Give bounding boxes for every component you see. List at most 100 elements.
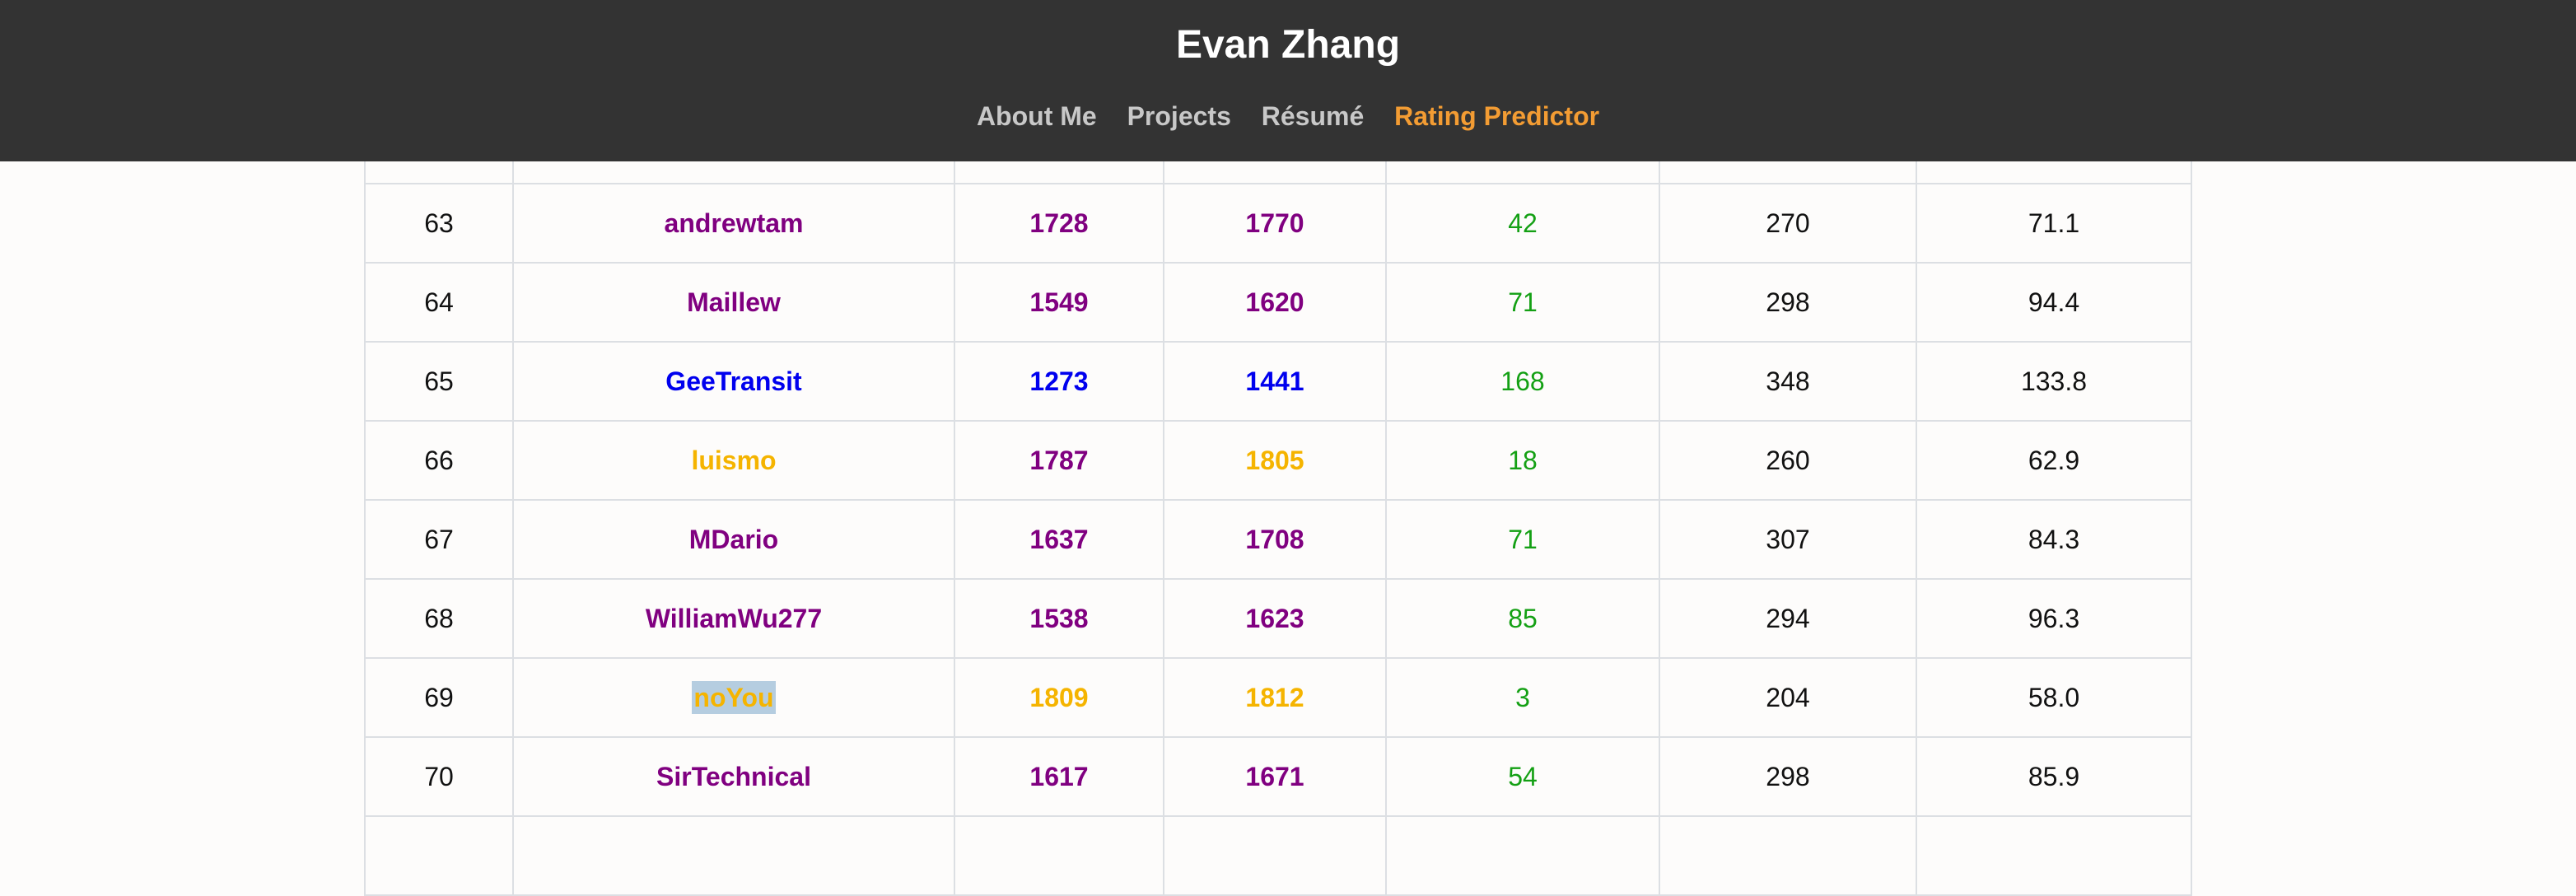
rank-cell: 63 <box>364 183 514 264</box>
new-rating-value: 1441 <box>1245 366 1304 396</box>
col6-cell: 307 <box>1659 499 1917 580</box>
site-title[interactable]: Evan Zhang <box>1175 23 1401 67</box>
table-row: 69 noYou 1809 1812 3 204 58.0 <box>364 657 2192 738</box>
col7-value: 133.8 <box>2020 366 2088 396</box>
delta-value: 71 <box>1508 524 1538 554</box>
rank-cell: 69 <box>364 657 514 738</box>
handle-cell: noYou <box>512 657 955 738</box>
table-row: 70 SirTechnical 1617 1671 54 298 85.9 <box>364 736 2192 817</box>
rank-value: 70 <box>424 761 454 791</box>
old-rating-value: 1728 <box>1029 208 1089 238</box>
col7-cell: 84.3 <box>1916 499 2192 580</box>
old-rating-value: 1549 <box>1029 287 1089 317</box>
new-rating-value: 1620 <box>1245 287 1304 317</box>
rank-value: 63 <box>424 208 454 238</box>
handle-link[interactable]: SirTechnical <box>656 761 811 791</box>
col6-cell: 270 <box>1659 183 1917 264</box>
col7-cell: 133.8 <box>1916 341 2192 422</box>
old-rating-cell: 1728 <box>954 183 1164 264</box>
delta-cell: 85 <box>1385 578 1660 659</box>
col7-cell: 62.9 <box>1916 420 2192 501</box>
table-row <box>364 815 2192 896</box>
handle-link[interactable]: WilliamWu277 <box>645 603 823 633</box>
delta-value: 71 <box>1508 287 1538 317</box>
table-row: 66 luismo 1787 1805 18 260 62.9 <box>364 420 2192 501</box>
rank-cell: 68 <box>364 578 514 659</box>
old-rating-value: 1617 <box>1029 761 1089 791</box>
rank-cell: 67 <box>364 499 514 580</box>
old-rating-value: 1809 <box>1029 682 1089 712</box>
new-rating-cell: 1708 <box>1163 499 1387 580</box>
delta-cell: 3 <box>1385 657 1660 738</box>
old-rating-cell: 1809 <box>954 657 1164 738</box>
new-rating-cell: 1671 <box>1163 736 1387 817</box>
old-rating-value: 1637 <box>1029 524 1089 554</box>
nav-projects[interactable]: Projects <box>1127 101 1231 131</box>
rank-cell: 70 <box>364 736 514 817</box>
handle-cell: andrewtam <box>512 183 955 264</box>
col7-value: 84.3 <box>2028 524 2080 554</box>
new-rating-value: 1623 <box>1245 603 1304 633</box>
col6-cell: 294 <box>1659 578 1917 659</box>
rank-value: 66 <box>424 445 454 475</box>
new-rating-cell: 1620 <box>1163 262 1387 343</box>
old-rating-cell: 1637 <box>954 499 1164 580</box>
delta-value: 3 <box>1515 682 1530 712</box>
new-rating-value: 1812 <box>1245 682 1304 712</box>
handle-cell: GeeTransit <box>512 341 955 422</box>
table-row: 65 GeeTransit 1273 1441 168 348 133.8 <box>364 341 2192 422</box>
delta-cell: 168 <box>1385 341 1660 422</box>
handle-link[interactable]: andrewtam <box>664 208 804 238</box>
delta-value: 168 <box>1500 366 1545 396</box>
col6-cell: 348 <box>1659 341 1917 422</box>
col6-value: 204 <box>1766 682 1810 712</box>
delta-cell: 71 <box>1385 262 1660 343</box>
col7-cell: 96.3 <box>1916 578 2192 659</box>
nav-resume[interactable]: Résumé <box>1261 101 1365 131</box>
new-rating-value: 1671 <box>1245 761 1304 791</box>
old-rating-cell: 1538 <box>954 578 1164 659</box>
col7-value: 58.0 <box>2028 682 2080 712</box>
col7-value: 94.4 <box>2028 287 2080 317</box>
rank-value: 64 <box>424 287 454 317</box>
handle-link[interactable]: MDario <box>688 524 779 554</box>
handle-link[interactable]: luismo <box>691 445 777 475</box>
rating-table-body: 63 andrewtam 1728 1770 42 270 71.1 64 Maillew 154… <box>364 104 2192 896</box>
new-rating-value: 1805 <box>1245 445 1304 475</box>
col7-cell: 94.4 <box>1916 262 2192 343</box>
rating-table-container: 63 andrewtam 1728 1770 42 270 71.1 64 Maillew 154… <box>364 104 2192 896</box>
new-rating-cell: 1441 <box>1163 341 1387 422</box>
col6-cell: 298 <box>1659 262 1917 343</box>
handle-link[interactable]: noYou <box>692 680 776 714</box>
delta-cell: 54 <box>1385 736 1660 817</box>
handle-cell: SirTechnical <box>512 736 955 817</box>
rank-value: 68 <box>424 603 454 633</box>
site-header: Evan Zhang About Me Projects Résumé Rati… <box>0 0 2576 161</box>
nav-rating-predictor[interactable]: Rating Predictor <box>1394 101 1600 131</box>
rank-value: 65 <box>424 366 454 396</box>
new-rating-value: 1770 <box>1245 208 1304 238</box>
col6-cell: 298 <box>1659 736 1917 817</box>
col7-value: 62.9 <box>2028 445 2080 475</box>
new-rating-cell: 1805 <box>1163 420 1387 501</box>
old-rating-value: 1787 <box>1029 445 1089 475</box>
col6-value: 294 <box>1766 603 1810 633</box>
delta-value: 42 <box>1508 208 1538 238</box>
table-row: 64 Maillew 1549 1620 71 298 94.4 <box>364 262 2192 343</box>
table-row: 67 MDario 1637 1708 71 307 84.3 <box>364 499 2192 580</box>
old-rating-cell: 1617 <box>954 736 1164 817</box>
new-rating-cell: 1770 <box>1163 183 1387 264</box>
old-rating-cell: 1273 <box>954 341 1164 422</box>
table-row: 68 WilliamWu277 1538 1623 85 294 96.3 <box>364 578 2192 659</box>
col6-value: 348 <box>1766 366 1810 396</box>
col7-value: 96.3 <box>2028 603 2080 633</box>
handle-link[interactable]: Maillew <box>687 287 781 317</box>
main-nav: About Me Projects Résumé Rating Predicto… <box>0 96 2576 137</box>
col7-cell: 85.9 <box>1916 736 2192 817</box>
col6-cell: 204 <box>1659 657 1917 738</box>
rating-table: 63 andrewtam 1728 1770 42 270 71.1 64 Maillew 154… <box>364 104 2192 896</box>
rank-cell: 65 <box>364 341 514 422</box>
delta-value: 54 <box>1508 761 1538 791</box>
handle-link[interactable]: GeeTransit <box>665 366 802 396</box>
nav-about-me[interactable]: About Me <box>976 101 1097 131</box>
